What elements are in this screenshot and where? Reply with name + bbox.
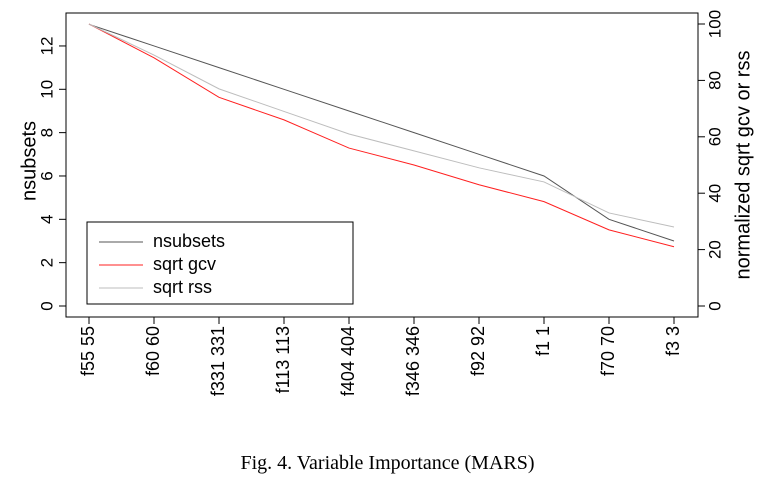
x-axis-tick-label: f60 60 <box>143 326 163 376</box>
right-axis-tick-label: 60 <box>705 127 724 146</box>
x-axis-tick-label: f346 346 <box>403 326 423 396</box>
left-axis-tick-label: 6 <box>37 171 56 180</box>
legend-label: sqrt rss <box>153 277 212 297</box>
left-axis-label: nsubsets <box>18 121 40 201</box>
x-axis-tick-label: f1 1 <box>533 326 553 356</box>
plot-frame <box>65 12 699 318</box>
left-axis-tick-label: 8 <box>37 128 56 137</box>
x-axis-tick-label: f55 55 <box>78 326 98 376</box>
left-axis-tick-label: 10 <box>37 80 56 99</box>
chart-svg: 0 2 4 6 8 10 12 nsubsets 0 20 40 60 80 100 normalized … <box>18 10 754 396</box>
x-axis-tick-label: f331 331 <box>208 326 228 396</box>
right-axis-tick-label: 20 <box>705 240 724 259</box>
right-axis-tick-label: 80 <box>705 71 724 90</box>
series-line-sqrt-gcv <box>88 23 675 248</box>
chart: 0 2 4 6 8 10 12 nsubsets 0 20 40 60 80 100 normalized … <box>18 10 754 396</box>
x-axis-tick-label: f92 92 <box>468 326 488 376</box>
x-axis-tick-label: f404 404 <box>338 326 358 396</box>
x-axis-tick-label: f70 70 <box>598 326 618 376</box>
legend-label: sqrt gcv <box>153 254 216 274</box>
right-axis-tick-label: 0 <box>705 301 724 310</box>
right-axis-label: normalized sqrt gcv or rss <box>732 51 754 280</box>
x-axis-tick-label: f3 3 <box>663 326 683 356</box>
right-axis-tick-label: 40 <box>705 184 724 203</box>
x-axis-tick-label: f113 113 <box>273 326 293 393</box>
left-axis-tick-label: 0 <box>37 301 56 310</box>
series-line-nsubsets <box>88 23 675 242</box>
left-axis-tick-label: 4 <box>37 215 56 224</box>
legend-box <box>86 221 354 305</box>
right-axis-tick-label: 100 <box>705 10 724 38</box>
legend-label: nsubsets <box>153 231 225 251</box>
left-axis-tick-label: 12 <box>37 36 56 55</box>
left-axis-tick-label: 2 <box>37 258 56 267</box>
figure-caption: Fig. 4. Variable Importance (MARS) <box>240 452 535 474</box>
series-line-sqrt-rss <box>88 23 675 228</box>
